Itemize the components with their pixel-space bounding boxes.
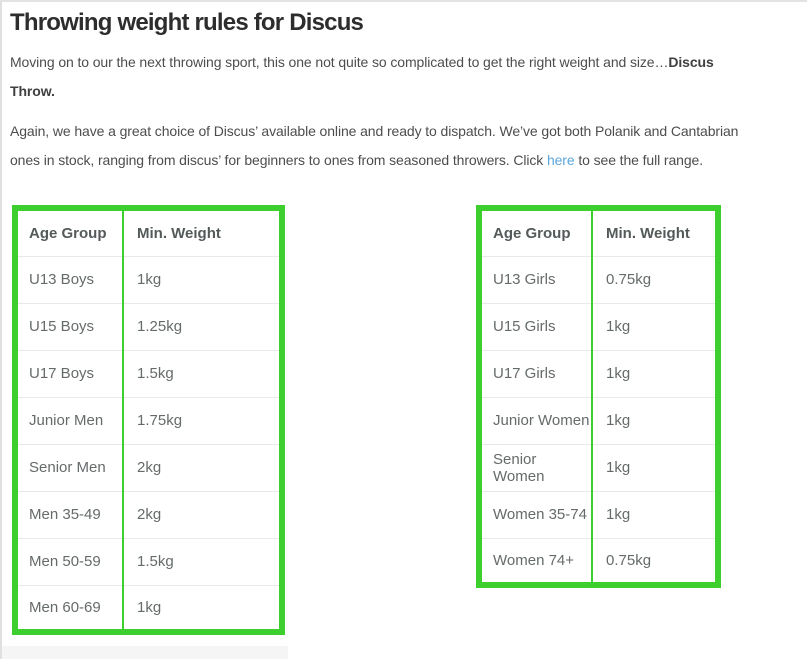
min-weight-cell: 1kg [123, 255, 282, 303]
male-table-header: Age Group Min. Weight [15, 208, 282, 256]
paragraph-1-text: Moving on to our the next throwing sport… [10, 54, 669, 70]
min-weight-cell: 1.5kg [123, 537, 282, 585]
table-row: Women 35-74 1kg [479, 490, 718, 538]
table-row: U15 Boys 1.25kg [15, 302, 282, 350]
article-content: Throwing weight rules for Discus Moving … [2, 2, 807, 175]
paragraph-1-bold-discus: Discus [668, 54, 714, 70]
table-header-row: Age Group Min. Weight [479, 208, 718, 256]
age-group-cell: U13 Girls [479, 255, 593, 303]
min-weight-cell: 1kg [123, 584, 282, 632]
age-group-cell: Junior Men [15, 396, 124, 444]
min-weight-cell: 0.75kg [592, 255, 718, 303]
table-row: Men 60-69 1kg [15, 584, 282, 632]
paragraph-2-line-2-start: ones in stock, ranging from discus’ for … [10, 152, 547, 168]
table-row: Junior Women 1kg [479, 396, 718, 444]
age-group-cell: Senior Men [15, 443, 124, 491]
age-group-cell: U17 Girls [479, 349, 593, 397]
min-weight-cell: 1.75kg [123, 396, 282, 444]
age-group-cell: Women 35-74 [479, 490, 593, 538]
age-group-cell: Junior Women [479, 396, 593, 444]
min-weight-cell: 1kg [592, 443, 718, 491]
intro-paragraph-2: Again, we have a great choice of Discus’… [10, 117, 799, 175]
page-title: Throwing weight rules for Discus [10, 9, 364, 36]
age-group-cell: U15 Boys [15, 302, 124, 350]
age-group-header: Age Group [15, 208, 124, 256]
min-weight-header: Min. Weight [606, 224, 690, 242]
age-group-cell: Men 60-69 [15, 584, 124, 632]
table-row: U13 Boys 1kg [15, 255, 282, 303]
min-weight-cell: 1.25kg [123, 302, 282, 350]
table-row: Junior Men 1.75kg [15, 396, 282, 444]
min-weight-header: Min. Weight [137, 224, 221, 242]
male-weight-table: Age Group Min. Weight U13 Boys 1kg U15 Boy… [12, 205, 285, 635]
table-row: Men 35-49 2kg [15, 490, 282, 538]
female-weight-table: Age Group Min. Weight U13 Girls 0.75kg U15… [476, 205, 721, 588]
age-group-cell: Men 50-59 [15, 537, 124, 585]
min-weight-cell: 1kg [592, 349, 718, 397]
table-row: U13 Girls 0.75kg [479, 255, 718, 303]
age-group-header: Age Group [479, 208, 593, 256]
table-row: Senior Women 1kg [479, 443, 718, 491]
table-row: Senior Men 2kg [15, 443, 282, 491]
full-range-link[interactable]: here [546, 152, 575, 168]
female-weight-table-container: Age Group Min. Weight U13 Girls 0.75kg U15… [476, 205, 721, 588]
female-table-body: U13 Girls 0.75kg U15 Girls 1kg U17 Girls 1kg J… [479, 255, 718, 585]
min-weight-cell: 0.75kg [592, 537, 718, 585]
age-group-cell: U13 Boys [15, 255, 124, 303]
min-weight-cell: 1kg [592, 396, 718, 444]
min-weight-cell: 1kg [592, 490, 718, 538]
intro-paragraph-1: Moving on to our the next throwing sport… [10, 48, 799, 106]
paragraph-1-bold-throw: Throw. [10, 83, 55, 99]
age-group-cell: Senior Women [479, 443, 593, 491]
age-group-cell: U17 Boys [15, 349, 124, 397]
age-group-cell: U15 Girls [479, 302, 593, 350]
table-row: U15 Girls 1kg [479, 302, 718, 350]
male-table-body: U13 Boys 1kg U15 Boys 1.25kg U17 Boys 1.5kg Ju… [15, 255, 282, 632]
table-row: Women 74+ 0.75kg [479, 537, 718, 585]
table-row: Men 50-59 1.5kg [15, 537, 282, 585]
table-header-row: Age Group Min. Weight [15, 208, 282, 256]
min-weight-cell: 2kg [123, 490, 282, 538]
min-weight-cell: 2kg [123, 443, 282, 491]
table-row: U17 Girls 1kg [479, 349, 718, 397]
table-row: U17 Boys 1.5kg [15, 349, 282, 397]
min-weight-cell: 1.5kg [123, 349, 282, 397]
min-weight-cell: 1kg [592, 302, 718, 350]
age-group-cell: Men 35-49 [15, 490, 124, 538]
age-group-cell: Women 74+ [479, 537, 593, 585]
next-section-edge [2, 646, 288, 659]
paragraph-2-line-1: Again, we have a great choice of Discus’… [10, 123, 739, 139]
male-weight-table-container: Age Group Min. Weight U13 Boys 1kg U15 Boy… [12, 205, 285, 635]
paragraph-2-line-2-end: to see the full range. [574, 152, 704, 168]
female-table-header: Age Group Min. Weight [479, 208, 718, 256]
